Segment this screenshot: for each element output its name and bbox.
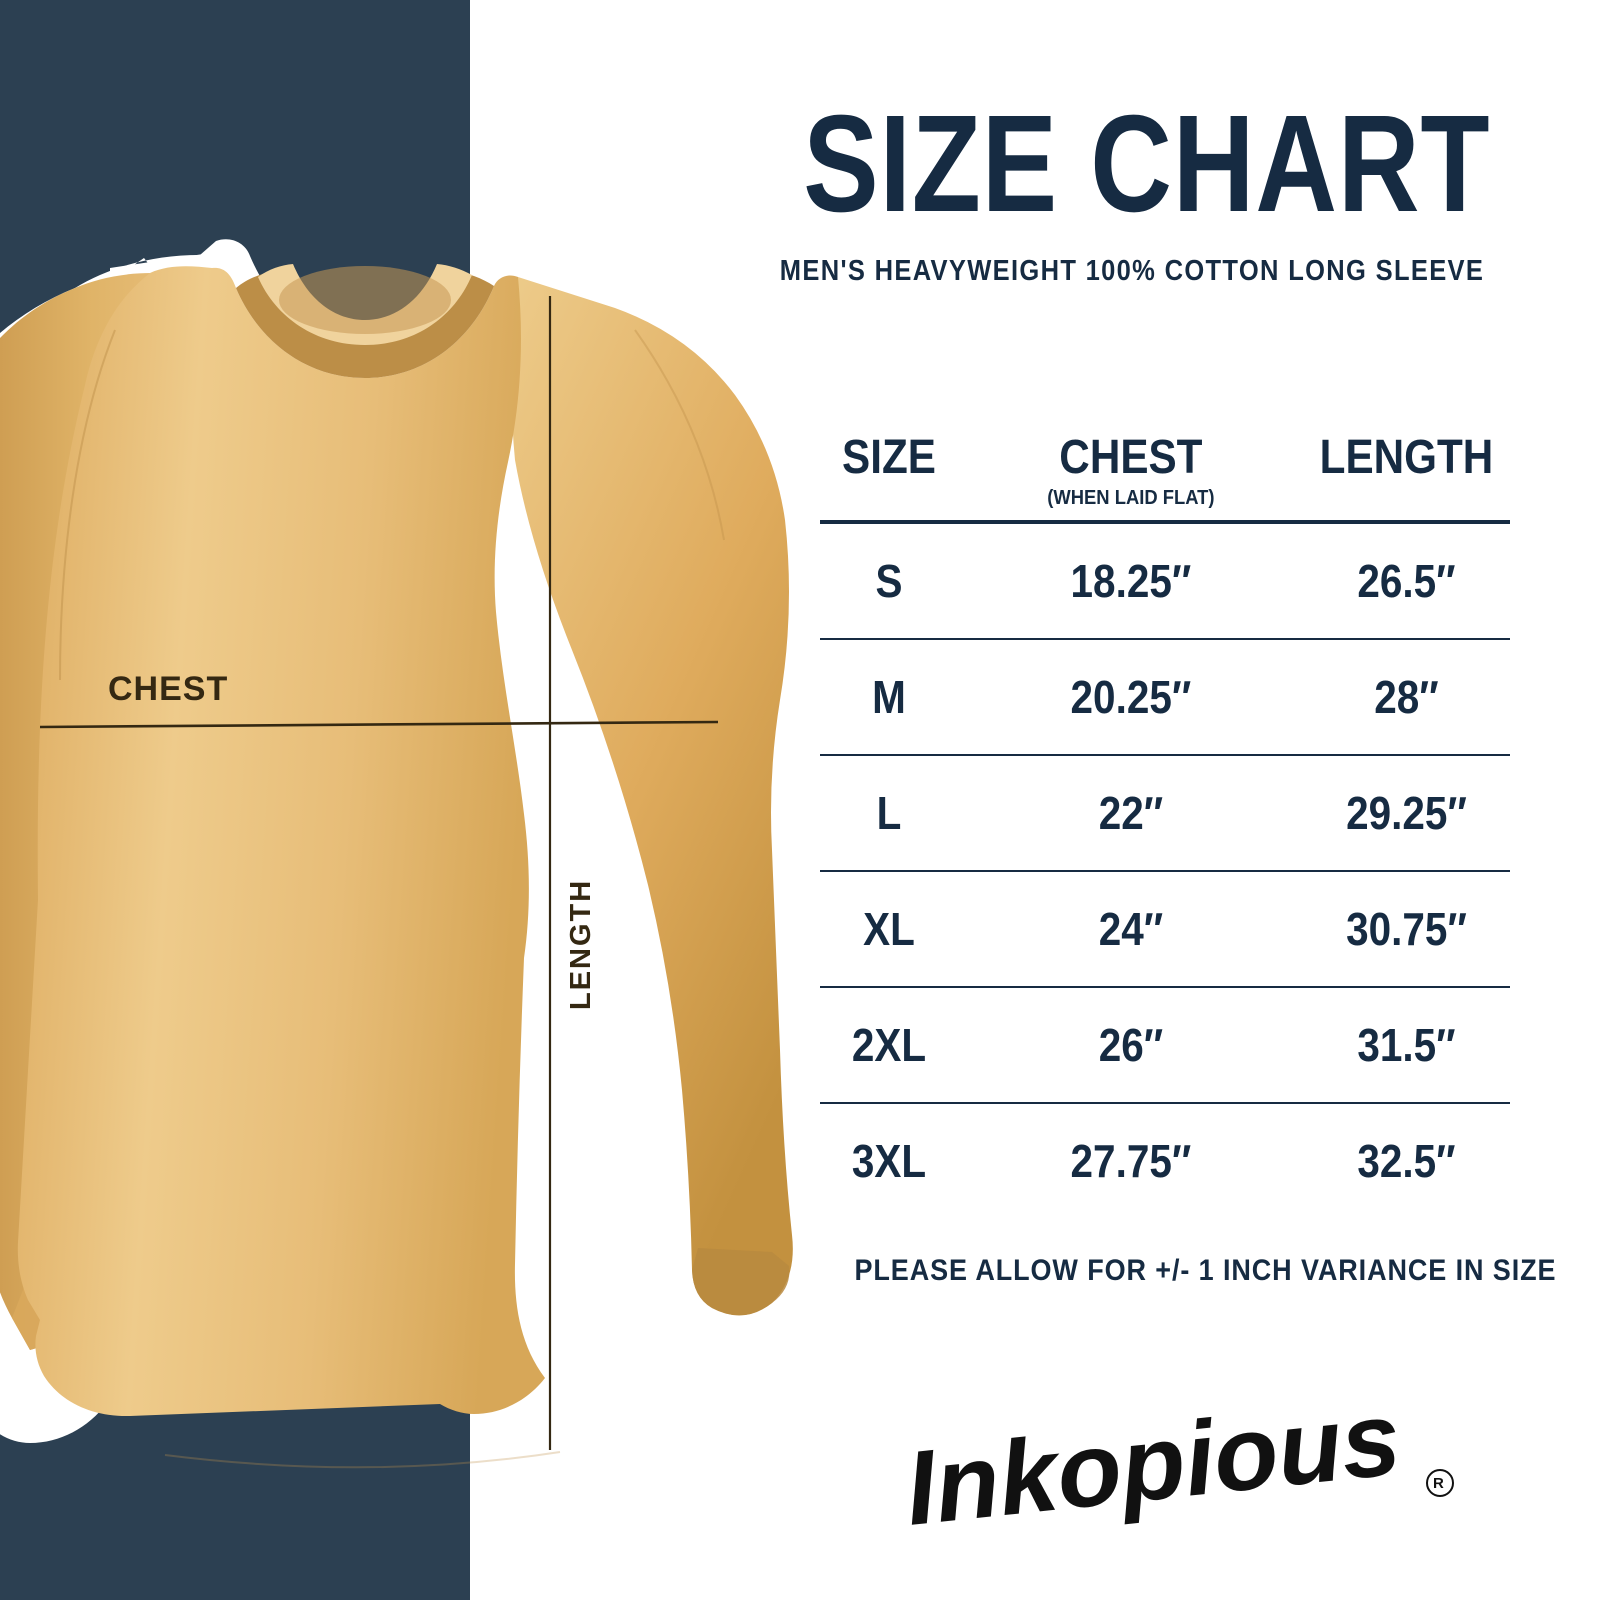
svg-text:Inkopious: Inkopious (900, 1395, 1405, 1548)
svg-text:R: R (1433, 1475, 1444, 1492)
